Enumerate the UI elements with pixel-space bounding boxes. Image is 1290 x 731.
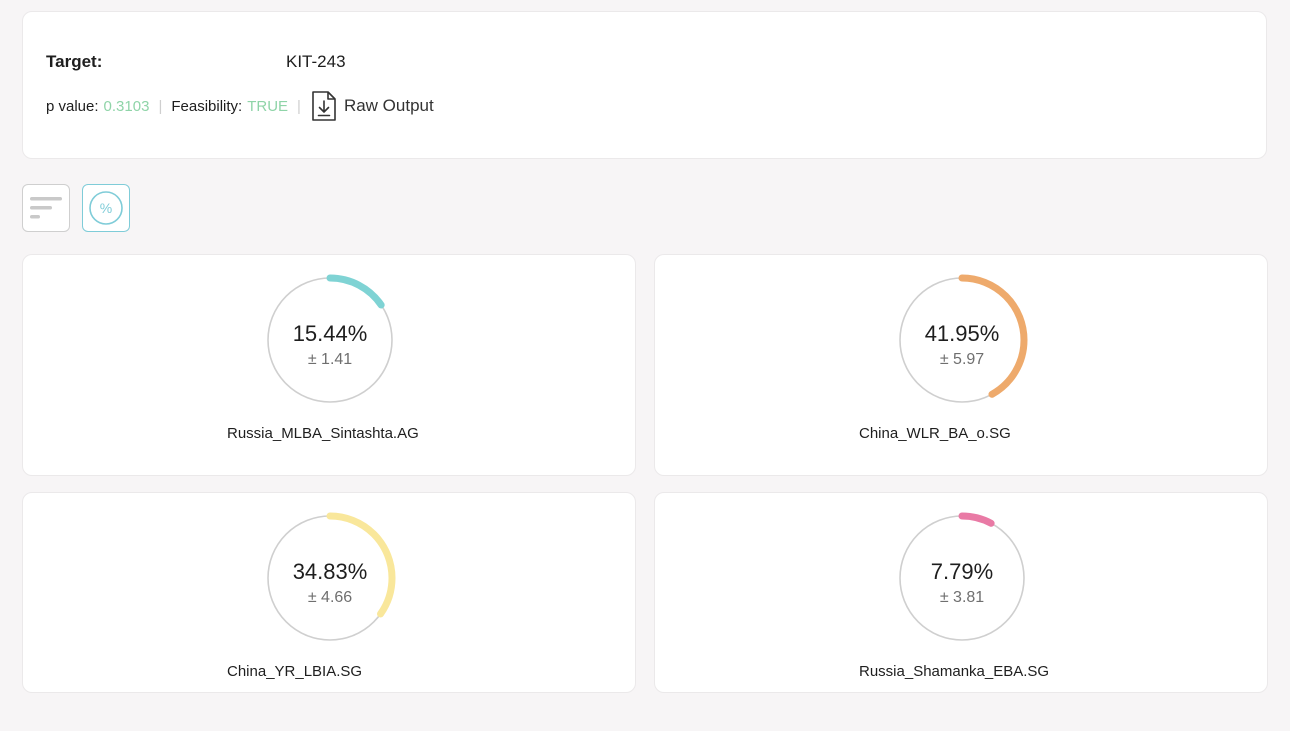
result-card: 15.44% ± 1.41 Russia_MLBA_Sintashta.AG xyxy=(22,254,636,476)
p-value-label: p value: xyxy=(46,97,99,115)
donut-chart: 34.83% ± 4.66 xyxy=(258,506,402,650)
donut-arc xyxy=(264,512,396,644)
population-label: Russia_Shamanka_EBA.SG xyxy=(859,663,1050,680)
donut-svg xyxy=(896,274,1028,406)
separator: | xyxy=(158,97,163,115)
target-label: Target: xyxy=(46,52,103,71)
percent-view-button[interactable]: % xyxy=(82,184,130,232)
donut-chart: 7.79% ± 3.81 xyxy=(890,506,1034,650)
percent-glyph: % xyxy=(100,200,112,216)
percent-value: 7.79% xyxy=(930,559,994,584)
error-value: ± 5.97 xyxy=(939,351,985,368)
percent-value: 15.44% xyxy=(292,321,368,346)
error-value: ± 4.66 xyxy=(307,589,353,606)
donut-arc xyxy=(896,274,1028,406)
meta-row: p value: 0.3103 | Feasibility: TRUE | Ra… xyxy=(46,90,434,122)
population-label: Russia_MLBA_Sintashta.AG xyxy=(227,425,419,442)
result-card: 7.79% ± 3.81 Russia_Shamanka_EBA.SG xyxy=(654,492,1268,693)
result-card: 41.95% ± 5.97 China_WLR_BA_o.SG xyxy=(654,254,1268,476)
percent-value: 34.83% xyxy=(292,559,368,584)
percent-value: 41.95% xyxy=(924,321,1000,346)
p-value: 0.3103 xyxy=(103,97,150,115)
error-value: ± 3.81 xyxy=(939,589,985,606)
error-value: ± 1.41 xyxy=(307,351,353,368)
donut-chart: 41.95% ± 5.97 xyxy=(890,268,1034,412)
result-card: 34.83% ± 4.66 China_YR_LBIA.SG xyxy=(22,492,636,693)
donut-arc xyxy=(264,274,396,406)
population-label: China_WLR_BA_o.SG xyxy=(859,425,1011,442)
results-grid: 15.44% ± 1.41 Russia_MLBA_Sintashta.AG 4… xyxy=(22,254,1268,693)
feasibility-value: TRUE xyxy=(247,97,289,115)
target-value: KIT-243 xyxy=(286,52,346,71)
donut-svg xyxy=(264,512,396,644)
donut-arc xyxy=(896,512,1028,644)
donut-svg xyxy=(896,512,1028,644)
download-file-icon xyxy=(312,91,336,121)
raw-output-button[interactable]: Raw Output xyxy=(310,90,434,122)
donut-chart: 15.44% ± 1.41 xyxy=(258,268,402,412)
feasibility-label: Feasibility: xyxy=(171,97,243,115)
bars-list-icon xyxy=(30,197,62,219)
summary-card: Target: KIT-243 p value: 0.3103 | Feasib… xyxy=(22,11,1267,159)
donut-svg xyxy=(264,274,396,406)
list-view-button[interactable] xyxy=(22,184,70,232)
separator: | xyxy=(297,97,301,115)
raw-output-label: Raw Output xyxy=(343,96,434,115)
percent-circle-icon: % xyxy=(89,191,123,225)
population-label: China_YR_LBIA.SG xyxy=(227,663,363,680)
